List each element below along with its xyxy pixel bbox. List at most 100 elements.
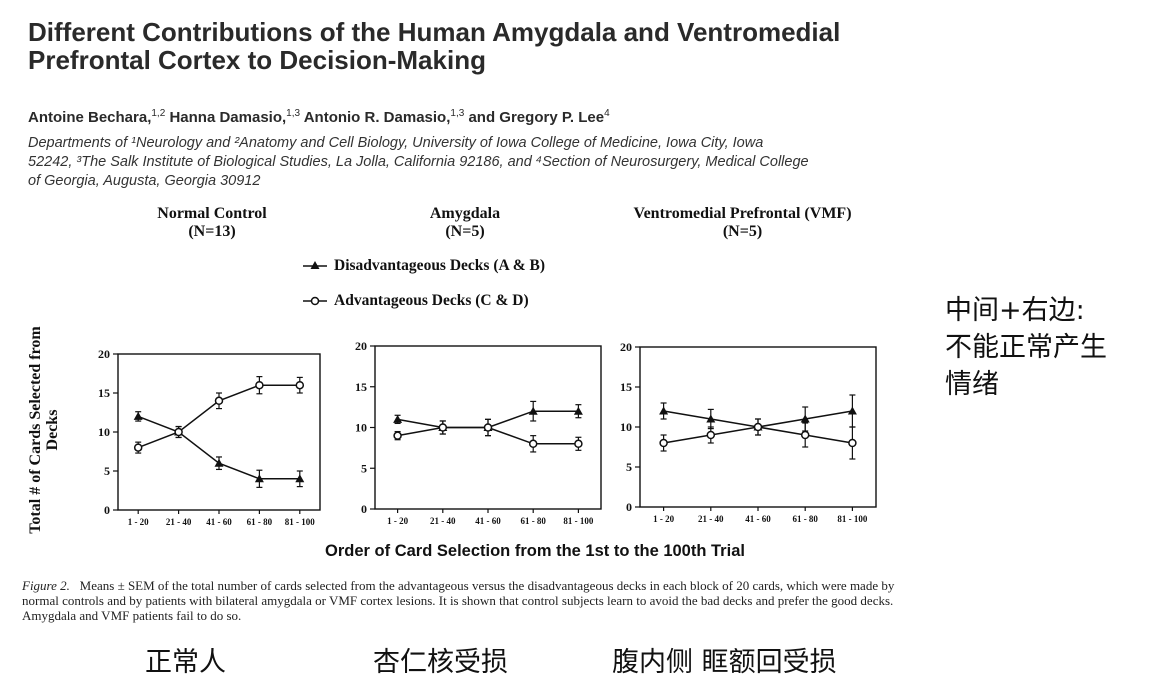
panel-title-text: Ventromedial Prefrontal (VMF): [633, 205, 852, 222]
data-point-disadvantageous: [706, 414, 716, 423]
chart-panel-amygdala: 0 5 10 15 20 1 - 20 21 - 40 41 - 60 61 - 80 81 - …: [355, 339, 602, 526]
chart-panel-normal: 0 5 10 15 20 1 - 20 21 - 40 41 - 60 61 - 80 81 - …: [98, 347, 321, 527]
x-axis-label: Order of Card Selection from the 1st to …: [325, 542, 745, 560]
data-point-advantageous: [438, 423, 448, 432]
author-list: Antoine Bechara,1,2 Hanna Damasio,1,3 An…: [28, 108, 610, 126]
y-axis-label-line: Decks: [44, 409, 61, 451]
caption-label: Figure 2.: [22, 578, 70, 593]
annotation-label-amygdala: 杏仁核受损: [373, 647, 508, 678]
data-point-advantageous: [528, 439, 538, 449]
x-tick-label: 1 - 20: [653, 514, 674, 524]
x-tick-label: 81 - 100: [285, 517, 315, 527]
y-tick-label: 5: [626, 460, 632, 474]
affiliation-line: 52242, ³The Salk Institute of Biological…: [28, 154, 809, 170]
y-tick-label: 10: [620, 420, 632, 434]
x-tick-label: 1 - 20: [128, 517, 149, 527]
annotation-line: 不能正常产生: [945, 332, 1107, 363]
data-point-advantageous: [706, 430, 716, 440]
author-name: Hanna Damasio,: [169, 109, 287, 126]
x-tick-label: 61 - 80: [247, 517, 273, 527]
y-tick-label: 0: [361, 502, 367, 516]
annotation-label-vmf: 腹内侧 眶额回受损: [612, 647, 837, 678]
caption-text: Means ± SEM of the total number of cards…: [22, 578, 895, 623]
data-point-disadvantageous: [295, 474, 305, 483]
affiliation-line: of Georgia, Augusta, Georgia 30912: [28, 173, 261, 189]
annotation-line: 情绪: [945, 369, 999, 400]
x-tick-label: 21 - 40: [166, 517, 192, 527]
data-point-advantageous: [295, 380, 305, 390]
data-point-advantageous: [214, 396, 224, 406]
x-tick-label: 61 - 80: [520, 516, 546, 526]
data-point-disadvantageous: [847, 406, 857, 415]
y-tick-label: 5: [361, 461, 367, 475]
panel-title-vmf: Ventromedial Prefrontal (VMF) (N=5): [605, 205, 880, 241]
author-2: Hanna Damasio,1,3: [169, 108, 301, 126]
panel-subtitle-text: (N=5): [445, 223, 485, 240]
data-point-disadvantageous: [573, 406, 583, 415]
data-point-disadvantageous: [800, 414, 810, 423]
panel-title-amygdala: Amygdala (N=5): [385, 205, 545, 241]
affiliations: Departments of ¹Neurology and ²Anatomy a…: [28, 134, 918, 191]
figure-caption: Figure 2. Means ± SEM of the total numbe…: [22, 578, 917, 623]
annotation-line: 中间+右边:: [945, 295, 1085, 326]
data-point-advantageous: [848, 438, 857, 448]
author-affil-marker: 1,2: [151, 108, 166, 119]
chart-panel-vmf: 0 5 10 15 20 1 - 20 21 - 40 41 - 60 61 - 80 81 - …: [620, 340, 877, 524]
x-tick-label: 81 - 100: [563, 516, 593, 526]
affiliation-line: Departments of ¹Neurology and ²Anatomy a…: [28, 135, 764, 151]
author-name: Antonio R. Damasio,: [303, 109, 451, 126]
panel-subtitle-text: (N=13): [188, 223, 236, 240]
data-point-advantageous: [800, 430, 810, 440]
open-circle-marker-icon: [303, 296, 327, 306]
data-point-advantageous: [483, 423, 493, 432]
author-name: and Gregory P. Lee: [468, 109, 605, 126]
data-point-disadvantageous: [133, 411, 143, 420]
y-tick-label: 15: [98, 386, 110, 400]
y-tick-label: 5: [104, 464, 110, 478]
author-3: Antonio R. Damasio,1,3: [303, 108, 465, 126]
legend-label: Disadvantageous Decks (A & B): [334, 257, 545, 274]
paper-title-line2: Prefrontal Cortex to Decision-Making: [28, 45, 486, 75]
data-point-advantageous: [574, 439, 583, 449]
annotation-label-normal: 正常人: [145, 647, 226, 678]
author-affil-marker: 4: [604, 108, 610, 119]
author-affil-marker: 1,3: [450, 108, 465, 119]
author-name: Antoine Bechara,: [28, 109, 152, 126]
panel-title-text: Amygdala: [429, 205, 501, 222]
legend-label: Advantageous Decks (C & D): [334, 292, 529, 309]
x-tick-label: 41 - 60: [475, 516, 501, 526]
data-point-advantageous: [393, 431, 402, 440]
data-point-advantageous: [659, 438, 668, 448]
y-axis-label-line: Total # of Cards Selected from: [27, 326, 44, 534]
annotation-note: 中间+右边: 不能正常产生 情绪: [945, 292, 1145, 403]
legend-item-advantageous: Advantageous Decks (C & D): [302, 292, 529, 310]
y-tick-label: 15: [620, 380, 632, 394]
y-tick-label: 20: [98, 347, 110, 361]
data-point-advantageous: [174, 427, 183, 437]
filled-triangle-marker-icon: [303, 261, 327, 269]
author-4: and Gregory P. Lee4: [468, 108, 610, 126]
y-tick-label: 10: [355, 421, 367, 435]
data-point-disadvantageous: [659, 406, 669, 415]
data-point-advantageous: [133, 443, 143, 452]
x-tick-label: 81 - 100: [837, 514, 867, 524]
legend-item-disadvantageous: Disadvantageous Decks (A & B): [302, 257, 545, 275]
x-tick-label: 21 - 40: [430, 516, 456, 526]
y-tick-label: 15: [355, 380, 367, 394]
panel-title-normal: Normal Control (N=13): [122, 205, 302, 241]
author-affil-marker: 1,3: [286, 108, 301, 119]
panel-subtitle-text: (N=5): [722, 223, 763, 240]
x-tick-label: 21 - 40: [698, 514, 724, 524]
y-tick-label: 0: [104, 503, 110, 517]
x-tick-label: 61 - 80: [792, 514, 818, 524]
y-tick-label: 0: [626, 500, 632, 514]
data-point-disadvantageous: [393, 414, 403, 423]
data-point-advantageous: [753, 422, 763, 432]
data-point-disadvantageous: [528, 406, 538, 415]
x-tick-label: 41 - 60: [745, 514, 771, 524]
paper-title: Different Contributions of the Human Amy…: [28, 18, 928, 74]
paper-title-line1: Different Contributions of the Human Amy…: [28, 17, 841, 47]
y-tick-label: 20: [620, 340, 632, 354]
y-tick-label: 20: [355, 339, 367, 353]
x-tick-label: 1 - 20: [387, 516, 408, 526]
